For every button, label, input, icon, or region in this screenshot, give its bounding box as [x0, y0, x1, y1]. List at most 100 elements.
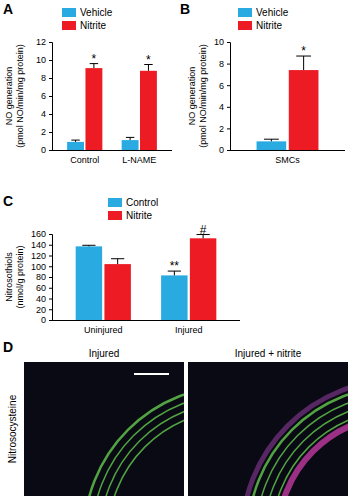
error-bar [264, 139, 279, 141]
y-tick-label: 6 [41, 91, 46, 101]
y-tick-label: 4 [41, 109, 46, 119]
y-tick-label: 0 [41, 145, 46, 155]
error-bar-cap [71, 140, 79, 141]
image-panel: DNitrosocysteineInjuredInjured + nitrite [3, 339, 357, 500]
y-axis-title: (nmol/g protein) [15, 245, 25, 308]
y-tick: 100 [31, 262, 52, 272]
legend-swatch [238, 8, 252, 17]
y-axis: 0 2 4 6 8 10 12 [36, 37, 53, 155]
y-tick: 12 [36, 37, 52, 47]
y-tick-mark [49, 309, 52, 310]
y-tick-mark [49, 132, 52, 133]
x-tick-label: Injured [175, 325, 203, 335]
series [289, 56, 319, 150]
bar [140, 71, 157, 150]
x-axis-line [52, 150, 172, 151]
y-tick: 80 [36, 272, 52, 282]
panel-label: B [180, 1, 190, 17]
y-tick-label: 6 [219, 81, 224, 91]
plot-area [67, 64, 157, 150]
row-label: Nitrosocysteine [7, 394, 18, 463]
legend-swatch [108, 198, 122, 207]
y-tick-label: 8 [219, 59, 224, 69]
y-axis-title: NO generation [187, 67, 197, 126]
error-bar-line [117, 259, 118, 264]
bar [122, 140, 139, 150]
error-bar-line [303, 56, 304, 70]
y-tick-label: 12 [36, 37, 46, 47]
elastic-lamina [272, 410, 348, 496]
panel-label: C [3, 193, 13, 209]
legend-label: Vehicle [80, 7, 113, 18]
y-tick: 160 [31, 229, 52, 239]
x-tick-label: L-NAME [122, 155, 156, 165]
x-tick-label: Uninjured [84, 325, 123, 335]
y-tick: 0 [41, 145, 52, 155]
y-tick: 60 [36, 283, 52, 293]
series [76, 245, 188, 320]
bar [190, 238, 216, 320]
y-tick-mark [49, 277, 52, 278]
elastic-lamina [248, 386, 348, 496]
y-tick-mark [227, 42, 230, 43]
y-tick-label: 80 [36, 272, 46, 282]
x-tick: SMCs [275, 155, 300, 165]
y-tick-mark [49, 114, 52, 115]
legend-label: Nitrite [80, 20, 107, 31]
plot-area [76, 235, 217, 320]
y-tick-mark [49, 78, 52, 79]
elastic-lamina [84, 386, 184, 496]
y-tick: 2 [219, 124, 230, 134]
bar [289, 70, 319, 150]
annotation: # [200, 223, 207, 237]
image-background [24, 362, 184, 496]
y-tick-label: 0 [219, 145, 224, 155]
y-tick: 140 [31, 240, 52, 250]
bar [104, 264, 130, 320]
legend-label: Vehicle [256, 7, 289, 18]
y-tick-label: 10 [214, 37, 224, 47]
chart-2: C020406080100120140160UninjuredInjuredNi… [3, 193, 240, 335]
y-tick-mark [227, 128, 230, 129]
y-tick-mark [49, 288, 52, 289]
legend-swatch [62, 21, 76, 30]
chart-1: B0246810SMCsNO generation(pmol NO/min/mg… [180, 1, 345, 165]
x-axis: ControlL-NAME [52, 151, 172, 165]
y-tick-label: 100 [31, 262, 46, 272]
y-tick: 0 [219, 145, 230, 155]
plot-area [257, 56, 319, 150]
y-tick-label: 140 [31, 240, 46, 250]
y-axis-line [227, 43, 231, 151]
y-tick: 2 [41, 127, 52, 137]
error-bar [296, 56, 311, 70]
annotation: * [92, 52, 97, 66]
error-bar-cap [264, 139, 279, 140]
y-tick: 4 [219, 102, 230, 112]
x-axis: Uninjured Injured [52, 321, 240, 335]
y-axis-line [49, 235, 53, 321]
y-tick-mark [49, 266, 52, 267]
error-bar-cap [82, 245, 95, 246]
error-bar [126, 137, 134, 140]
bar [257, 141, 287, 150]
legend-label: Nitrite [126, 210, 153, 221]
y-tick-mark [49, 42, 52, 43]
y-tick-mark [49, 96, 52, 97]
y-tick-mark [49, 60, 52, 61]
y-tick: 20 [36, 305, 52, 315]
panel-label: D [3, 339, 13, 355]
y-tick-label: 10 [36, 55, 46, 65]
y-tick-mark [227, 150, 230, 151]
y-axis-title: Nitrosothiols [4, 252, 14, 302]
y-tick-label: 20 [36, 305, 46, 315]
y-tick: 4 [41, 109, 52, 119]
y-tick: 6 [219, 81, 230, 91]
image-background [188, 362, 348, 496]
micrograph [188, 362, 348, 496]
y-tick-label: 8 [41, 73, 46, 83]
y-tick-label: 0 [41, 315, 46, 325]
legend: ControlNitrite [108, 197, 158, 221]
bar [67, 142, 84, 150]
y-tick: 8 [219, 59, 230, 69]
y-tick-label: 120 [31, 251, 46, 261]
